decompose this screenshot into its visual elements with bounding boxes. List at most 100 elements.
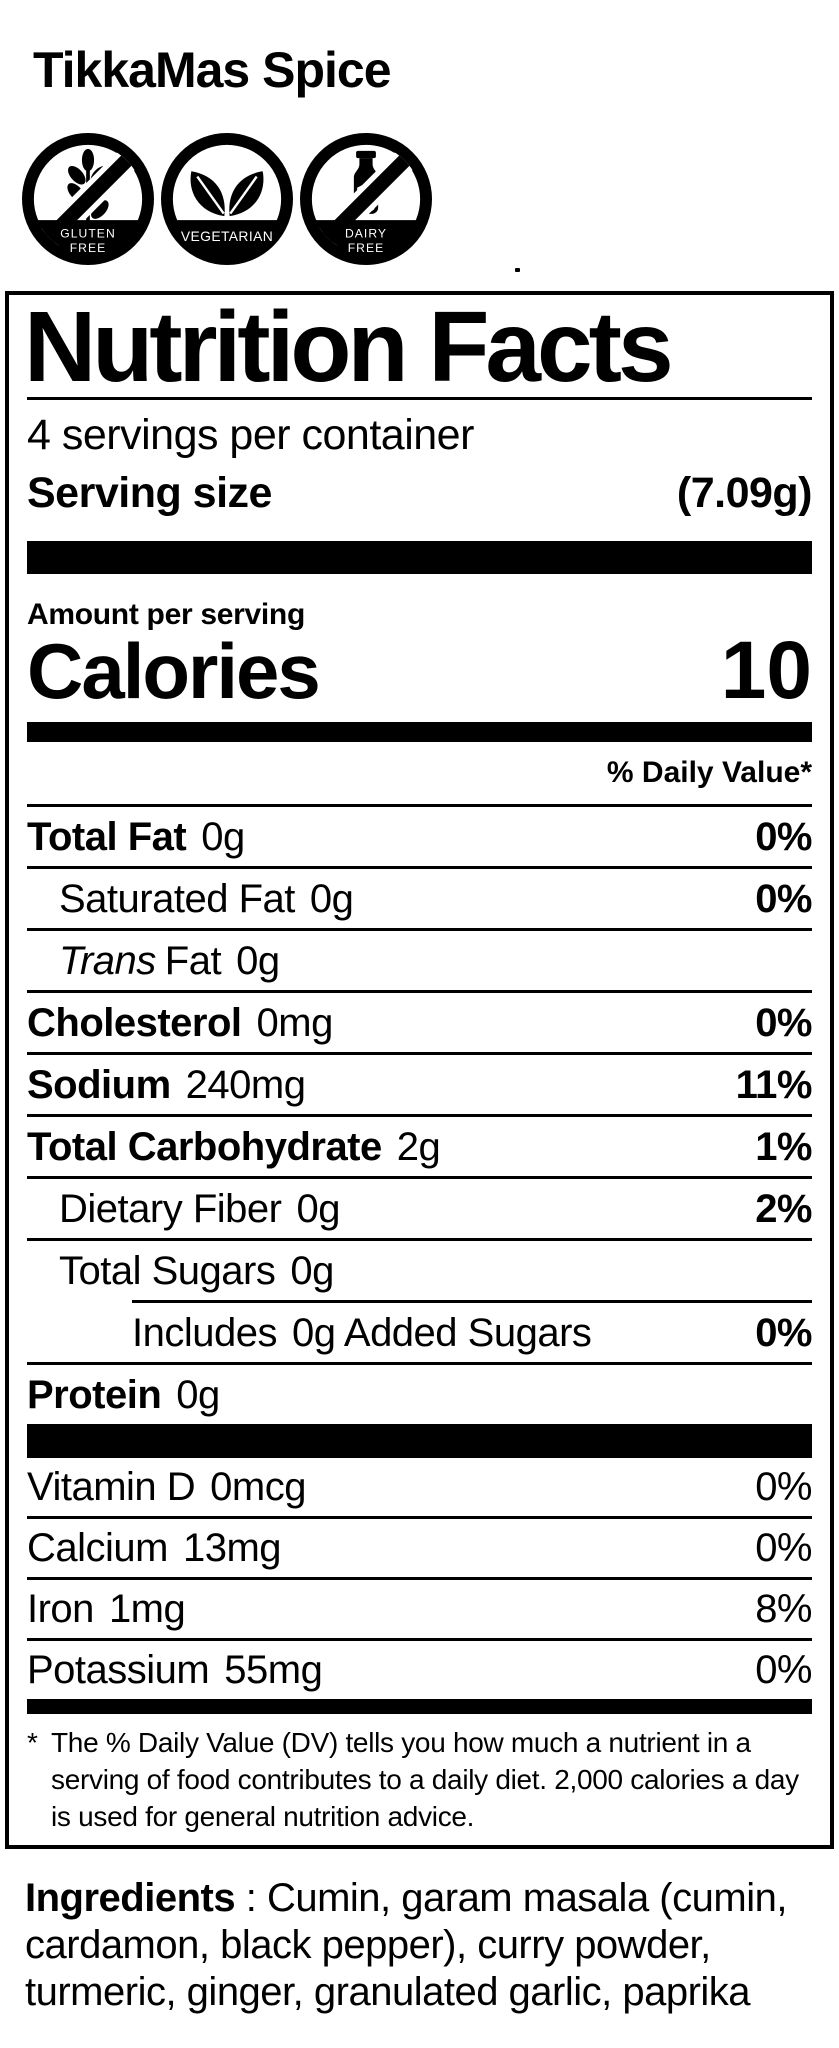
nutrient-dv: 11% <box>735 1062 813 1107</box>
nutrient-row-total-fat: Total Fat 0g 0% <box>27 807 812 866</box>
nutrient-name: Cholesterol <box>27 1000 242 1045</box>
nutrient-dv: 0% <box>755 1647 812 1692</box>
nutrient-name: Sodium <box>27 1062 171 1107</box>
ingredients-paragraph: Ingredients : Cumin, garam masala (cumin… <box>25 1875 833 2016</box>
nutrient-amount: 0mcg <box>210 1464 306 1509</box>
divider <box>27 1175 812 1179</box>
dietary-badges: GLUTEN FREE VEGETARIAN <box>22 133 839 265</box>
nutrient-dv: 1% <box>755 1124 812 1169</box>
nutrient-row-potassium: Potassium 55mg 0% <box>27 1641 812 1699</box>
divider <box>27 397 812 400</box>
divider <box>27 1051 812 1055</box>
divider <box>27 1237 812 1241</box>
nutrient-dv: 0% <box>755 1310 812 1355</box>
nutrient-row-total-carbohydrate: Total Carbohydrate 2g 1% <box>27 1117 812 1176</box>
nutrient-amount: 13mg <box>182 1525 282 1570</box>
calories-row: Calories 10 <box>27 624 812 716</box>
divider <box>27 1515 812 1519</box>
nutrient-name: Iron <box>27 1586 94 1631</box>
nutrient-row-sodium: Sodium 240mg 11% <box>27 1055 813 1114</box>
calories-value: 10 <box>720 624 812 716</box>
nutrient-row-cholesterol: Cholesterol 0mg 0% <box>27 993 812 1052</box>
nutrition-facts-panel: Nutrition Facts 4 servings per container… <box>5 291 834 1849</box>
nutrient-row-trans-fat: Trans Fat 0g <box>27 931 812 990</box>
thin-bar <box>27 1698 812 1714</box>
nutrient-name: Potassium <box>27 1647 210 1692</box>
nutrient-name: Total Sugars <box>59 1248 276 1293</box>
nutrient-amount: 0g Added Sugars <box>291 1310 592 1355</box>
nutrient-amount: 0g <box>290 1248 334 1293</box>
daily-value-header: % Daily Value* <box>606 755 812 789</box>
nutrient-name: Protein <box>27 1372 162 1417</box>
nutrient-amount: 0g <box>296 1186 340 1231</box>
nutrient-row-dietary-fiber: Dietary Fiber 0g 2% <box>27 1179 812 1238</box>
nutrient-amount: 0mg <box>256 1000 334 1045</box>
gluten-free-badge: GLUTEN FREE <box>22 133 154 265</box>
nutrient-amount: 55mg <box>224 1647 323 1692</box>
divider <box>27 927 812 931</box>
nutrient-amount: 0g <box>309 876 354 921</box>
thick-bar <box>27 1423 812 1458</box>
nutrient-amount: 2g <box>396 1124 441 1169</box>
nutrient-row-protein: Protein 0g <box>27 1365 812 1424</box>
footnote-marker: * <box>27 1726 38 1758</box>
serving-size-label: Serving size <box>27 469 272 518</box>
nutrient-name: Total Fat <box>27 814 187 859</box>
divider <box>27 1361 812 1365</box>
thick-bar <box>27 540 812 574</box>
nutrition-facts-title: Nutrition Facts <box>24 291 674 403</box>
badge-label: DAIRY <box>345 226 387 240</box>
nutrient-dv: 0% <box>755 814 812 859</box>
nutrient-name-prefix: Trans <box>59 938 156 983</box>
badge-label: FREE <box>348 241 385 255</box>
badge-label: VEGETARIAN <box>181 228 273 244</box>
nutrient-name: Saturated Fat <box>59 876 295 921</box>
nutrient-name: Dietary Fiber <box>59 1186 282 1231</box>
nutrient-dv: 0% <box>755 1464 812 1509</box>
servings-per-container: 4 servings per container <box>27 411 474 459</box>
nutrient-row-vitamin-d: Vitamin D 0mcg 0% <box>27 1458 812 1516</box>
nutrient-amount: 0g <box>236 938 280 983</box>
leaves-icon <box>190 171 264 217</box>
divider <box>27 1113 812 1117</box>
nutrient-row-added-sugars: Includes 0g Added Sugars 0% <box>27 1303 812 1362</box>
divider <box>27 1637 812 1641</box>
nutrient-row-total-sugars: Total Sugars 0g <box>27 1241 812 1300</box>
badge-label: GLUTEN <box>60 226 116 240</box>
vegetarian-badge: VEGETARIAN <box>161 133 293 265</box>
product-title: TikkaMas Spice <box>33 42 392 98</box>
badge-label: FREE <box>70 241 107 255</box>
nutrient-dv: 8% <box>755 1586 812 1631</box>
nutrient-name: Vitamin D <box>27 1464 196 1509</box>
nutrient-amount: 0g <box>176 1372 220 1417</box>
medium-bar <box>27 721 812 742</box>
nutrient-dv: 0% <box>755 1525 812 1570</box>
calories-label: Calories <box>27 626 321 715</box>
serving-size-value: (7.09g) <box>676 469 813 518</box>
nutrient-dv: 0% <box>755 1000 812 1045</box>
nutrient-amount: 1mg <box>108 1586 186 1631</box>
nutrient-row-calcium: Calcium 13mg 0% <box>27 1519 812 1577</box>
nutrient-name: Includes <box>132 1310 277 1355</box>
nutrient-row-iron: Iron 1mg 8% <box>27 1580 812 1638</box>
nutrient-name: Total Carbohydrate <box>27 1124 382 1169</box>
serving-size-row: Serving size (7.09g) <box>27 469 813 518</box>
footnote-text: The % Daily Value (DV) tells you how muc… <box>51 1726 799 1832</box>
dairy-free-badge: DAIRY FREE <box>300 133 432 265</box>
stray-dot-artifact <box>515 268 520 272</box>
amount-per-serving-label: Amount per serving <box>27 597 305 631</box>
nutrient-name: Calcium <box>27 1525 168 1570</box>
divider <box>27 1576 812 1580</box>
divider <box>27 989 812 993</box>
ingredients-separator: : <box>235 1875 267 1920</box>
micronutrient-section: Vitamin D 0mcg 0% Calcium 13mg 0% Iron 1… <box>27 1458 812 1699</box>
nutrient-dv: 2% <box>755 1186 812 1231</box>
nutrient-dv: 0% <box>755 876 812 921</box>
nutrient-name: Fat <box>164 938 222 983</box>
divider <box>27 865 812 869</box>
nutrient-amount: 240mg <box>185 1062 306 1107</box>
ingredients-label: Ingredients <box>25 1875 236 1920</box>
nutrient-amount: 0g <box>201 814 245 859</box>
nutrient-row-saturated-fat: Saturated Fat 0g 0% <box>27 869 812 928</box>
